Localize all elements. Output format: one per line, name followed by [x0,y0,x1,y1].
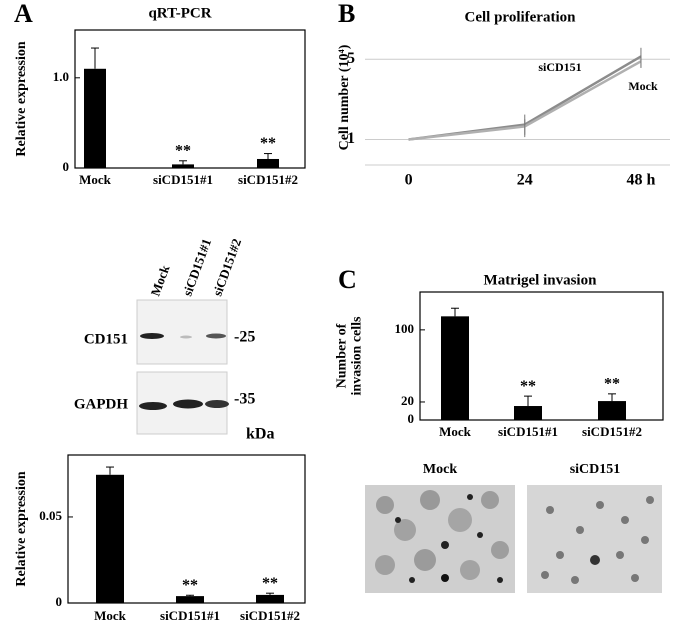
bar [441,316,469,420]
lane-label: siCD151#1 [180,237,215,298]
bar [514,406,542,420]
chart-title: qRT-PCR [148,5,211,21]
lane-label: siCD151#2 [210,237,245,298]
blot-row-label: CD151 [84,331,128,347]
significance-label: ** [604,376,620,393]
y-tick-label: 1 [347,130,355,147]
x-tick-label: Mock [94,608,127,623]
micrograph-label: Mock [423,462,457,477]
bar [598,401,626,420]
y-tick-label: 0 [56,594,63,609]
y-tick-label: 0 [63,159,70,174]
blot-band [139,402,167,410]
blot-band [205,400,229,408]
y-tick-label: 100 [395,321,415,336]
x-tick-label: 48 h [626,172,655,189]
y-tick-label: 0.05 [39,508,62,523]
x-tick-label: Mock [439,424,472,439]
micrograph-label: siCD151 [570,462,621,477]
x-tick-label: siCD151#2 [240,608,300,623]
blot-band [180,335,192,339]
significance-label: ** [262,575,278,592]
significance-label: ** [175,142,191,159]
chart-title: Cell proliferation [465,9,577,25]
x-tick-label: siCD151#1 [153,172,213,187]
significance-label: ** [182,577,198,594]
x-tick-label: siCD151#2 [238,172,298,187]
bar [172,164,194,168]
size-unit: kDa [246,426,274,443]
y-axis-label: Relative expression [14,41,29,156]
bar [84,68,106,168]
panel-letter: B [338,0,355,28]
y-axis-label: Cell number (10⁴) [337,44,352,150]
y-axis-label: Number of [335,323,350,388]
blot-membrane [136,299,228,365]
y-tick-label: 0 [408,411,415,426]
series-label: Mock [628,79,658,93]
size-marker: -35 [234,391,255,408]
x-tick-label: 24 [517,172,533,189]
y-axis-label: Relative expression [14,471,29,586]
y-tick-label: 5 [347,50,355,67]
size-marker: -25 [234,329,255,346]
blot-band [140,333,164,339]
blot-band [206,333,226,339]
blot-band [173,399,203,409]
panel-letter: C [338,265,357,294]
significance-label: ** [260,135,276,152]
y-axis-label: invasion cells [350,316,365,396]
x-tick-label: siCD151#1 [498,424,558,439]
y-tick-label: 1.0 [53,69,69,84]
lane-label: Mock [148,262,173,298]
micrograph [527,485,662,593]
x-tick-label: Mock [79,172,112,187]
micrograph [365,485,515,593]
bar [257,158,279,168]
bar [256,594,284,603]
bar [176,596,204,603]
y-tick-label: 20 [401,393,414,408]
x-tick-label: 0 [405,172,413,189]
chart-title: Matrigel invasion [484,272,598,288]
significance-label: ** [520,378,536,395]
series-label: siCD151 [538,60,581,74]
panel-letter: A [14,0,33,28]
x-tick-label: siCD151#1 [160,608,220,623]
x-tick-label: siCD151#2 [582,424,642,439]
bar [96,474,124,603]
blot-row-label: GAPDH [74,396,128,412]
